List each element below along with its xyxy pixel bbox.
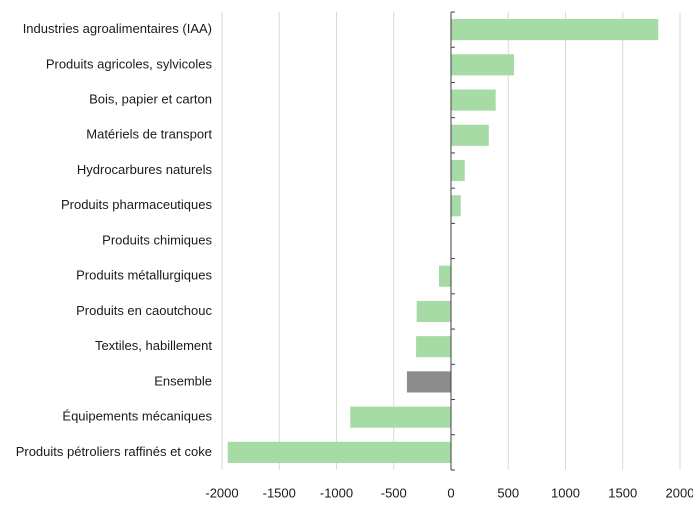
x-tick-label: 1000 [551,485,580,500]
y-tick-label: Hydrocarbures naturels [77,162,213,177]
x-tick-label: 1500 [608,485,637,500]
x-tick-label: 0 [447,485,454,500]
y-tick-label: Produits chimiques [102,232,212,247]
y-tick-label: Produits pétroliers raffinés et coke [16,444,212,459]
bar [438,265,451,287]
y-tick-label: Produits en caoutchouc [76,303,212,318]
bar [451,124,489,146]
bar [350,406,451,428]
bar [416,336,451,358]
bar [451,54,514,76]
bar [451,159,465,182]
y-tick-label: Matériels de transport [86,127,212,142]
y-tick-label: Produits agricoles, sylvicoles [46,56,213,71]
x-tick-label: 2000 [666,485,693,500]
bar [227,441,451,463]
bar [451,19,659,41]
bar [451,89,496,111]
y-tick-label: Équipements mécaniques [62,409,212,424]
y-tick-label: Produits métallurgiques [76,268,212,283]
x-tick-label: -500 [381,485,407,500]
y-tick-label: Bois, papier et carton [89,92,212,107]
bar [416,300,451,323]
y-tick-label: Produits pharmaceutiques [61,197,213,212]
y-tick-label: Industries agroalimentaires (IAA) [23,21,212,36]
bar [406,371,451,393]
x-tick-label: 500 [497,485,519,500]
x-tick-label: -1500 [263,485,296,500]
y-tick-label: Ensemble [154,373,212,388]
y-tick-label: Textiles, habillement [95,338,212,353]
x-tick-label: -1000 [320,485,353,500]
x-tick-label: -2000 [205,485,238,500]
bar [451,195,461,217]
